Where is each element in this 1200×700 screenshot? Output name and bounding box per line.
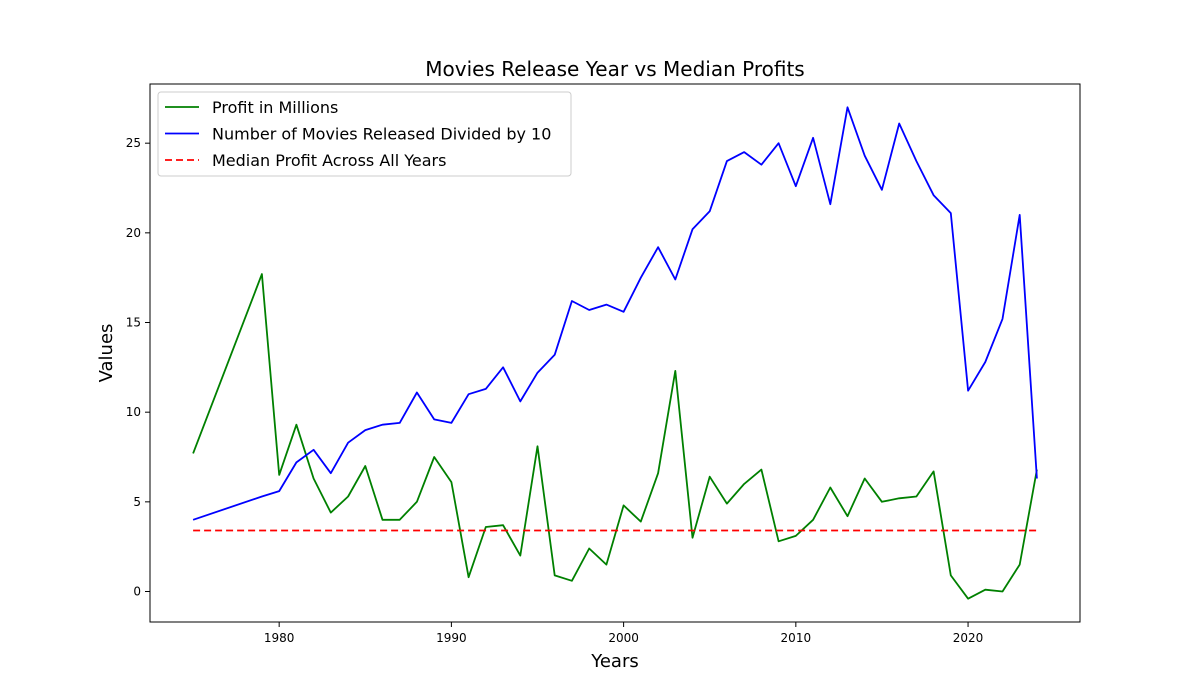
x-tick-label: 2020 <box>953 631 984 645</box>
legend-label-1: Profit in Millions <box>212 98 338 117</box>
series-line-1 <box>192 273 1038 600</box>
legend: Profit in Millions Number of Movies Relea… <box>157 91 572 177</box>
series-line-2 <box>192 106 1038 521</box>
x-tick-label: 1990 <box>436 631 467 645</box>
legend-label-3: Median Profit Across All Years <box>212 151 446 170</box>
y-tick-label: 20 <box>126 226 141 240</box>
y-tick-label: 0 <box>133 585 141 599</box>
y-tick-label: 5 <box>133 495 141 509</box>
chart-title: Movies Release Year vs Median Profits <box>425 57 804 81</box>
x-tick-label: 1980 <box>264 631 295 645</box>
y-axis-label: Values <box>96 324 117 383</box>
y-tick-label: 10 <box>126 405 141 419</box>
x-axis-label: Years <box>590 651 639 672</box>
y-tick-label: 25 <box>126 136 141 150</box>
legend-label-2: Number of Movies Released Divided by 10 <box>212 125 551 144</box>
x-tick-label: 2010 <box>781 631 812 645</box>
y-tick-label: 15 <box>126 316 141 330</box>
x-tick-label: 2000 <box>608 631 639 645</box>
legend-box <box>157 91 572 177</box>
